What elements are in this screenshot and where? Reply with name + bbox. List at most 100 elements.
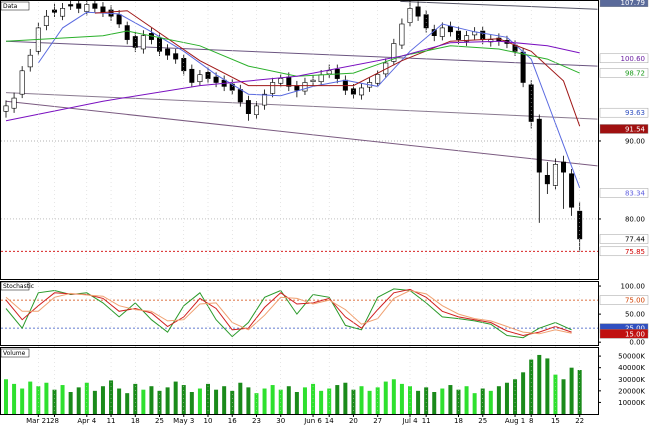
x-tick-label: Jun 6	[303, 417, 322, 425]
candle-body	[423, 14, 429, 29]
panel-title: Stochastic	[3, 283, 34, 290]
x-tick-label: Jul 4	[401, 417, 418, 425]
volume-bar	[440, 388, 445, 414]
volume-bar	[416, 390, 421, 414]
x-tick-label: 23	[252, 417, 261, 425]
candle-body	[318, 74, 324, 83]
x-tick-label: 8	[529, 417, 533, 425]
volume-bar	[545, 358, 550, 414]
candle-body	[310, 79, 316, 83]
volume-bar	[44, 382, 49, 414]
volume-bar	[399, 383, 404, 414]
value-tag	[599, 246, 649, 257]
value-tag	[599, 107, 649, 118]
x-tick-label: 16	[228, 417, 237, 425]
volume-bar	[12, 383, 17, 414]
candle-body	[157, 37, 163, 52]
candle-body	[302, 82, 308, 92]
volume-bar	[238, 382, 243, 414]
candle-body	[359, 87, 365, 96]
candle-body	[132, 36, 138, 48]
candle-body	[528, 84, 534, 122]
y-tick-label: 20000K	[618, 387, 645, 395]
candle-body	[270, 82, 276, 94]
volume-bar	[165, 387, 170, 414]
y-tick-label: 50000K	[618, 353, 645, 361]
volume-bar	[189, 392, 194, 414]
volume-bar	[513, 379, 518, 414]
volume-bar	[76, 387, 81, 414]
moving-average	[94, 10, 581, 127]
candle-body	[294, 85, 300, 91]
x-tick-label: 22	[575, 417, 584, 425]
value-tag	[599, 53, 649, 64]
y-tick-label: 90.00	[625, 137, 645, 145]
volume-bar	[294, 392, 299, 414]
candle-body	[181, 58, 187, 72]
value-tag-label: 91.54	[625, 125, 646, 133]
candle-body	[51, 9, 57, 13]
volume-bar	[125, 393, 130, 414]
candle-body	[262, 93, 268, 106]
y-tick-label: 0.00	[629, 339, 645, 347]
value-tag-label: 93.63	[625, 109, 645, 117]
panel-title-box	[0, 1, 30, 11]
candle-body	[60, 8, 66, 17]
stochastic-line	[5, 288, 572, 339]
x-tick-label: 30	[276, 417, 285, 425]
y-tick-label: 80.00	[625, 215, 645, 223]
candle-body	[391, 43, 397, 62]
candle-body	[213, 76, 219, 83]
y-tick-label: 100.00	[621, 283, 646, 291]
volume-bar	[302, 387, 307, 414]
x-tick-label: 25	[478, 417, 487, 425]
volume-bar	[327, 388, 332, 414]
x-tick-label: 11	[422, 417, 431, 425]
volume-bar	[222, 386, 227, 414]
candle-body	[140, 35, 146, 50]
candle-body	[544, 174, 550, 185]
value-tag-label: 15.00	[625, 330, 645, 338]
x-tick-label: 15	[551, 417, 560, 425]
volume-bar	[496, 386, 501, 414]
value-tag-label: 83.34	[625, 189, 646, 197]
value-tag-label: 107.79	[621, 0, 646, 7]
x-tick-label: 28	[50, 417, 59, 425]
volume-bar	[335, 385, 340, 414]
candle-body	[27, 54, 33, 68]
x-tick-label: May 3	[173, 417, 194, 425]
x-tick-label: Apr 4	[77, 417, 96, 425]
volume-bar	[367, 390, 372, 414]
candle-body	[447, 26, 453, 33]
trend-line	[400, 0, 598, 10]
volume-bar	[432, 392, 437, 414]
volume-bar	[488, 390, 493, 414]
panel-title: Data	[3, 3, 18, 10]
y-tick-label: 30000K	[618, 376, 645, 384]
candle-body	[76, 3, 82, 9]
volume-bar	[375, 387, 380, 414]
volume-bar	[286, 386, 291, 414]
stochastic-line	[5, 288, 572, 337]
y-tick-label: 10000K	[618, 399, 645, 407]
value-tag-label: 98.72	[625, 69, 645, 77]
volume-bar	[319, 390, 324, 414]
volume-bar	[424, 387, 429, 414]
x-tick-label: 14	[325, 417, 334, 425]
panel-title: Volume	[3, 350, 26, 357]
volume-bar	[68, 392, 73, 414]
volume-bar	[521, 372, 526, 414]
volume-bar	[480, 388, 485, 414]
moving-average	[37, 11, 581, 188]
volume-bar	[391, 379, 396, 414]
volume-bar	[408, 386, 412, 414]
candle-body	[237, 89, 243, 103]
value-tag-label: 25.00	[625, 325, 645, 333]
volume-bar	[278, 389, 283, 414]
panel-title-box	[0, 281, 30, 291]
value-tag-label: 75.85	[625, 248, 645, 256]
value-tag	[599, 329, 649, 339]
value-tag-label: 100.60	[621, 55, 646, 63]
volume-bar	[383, 381, 388, 414]
